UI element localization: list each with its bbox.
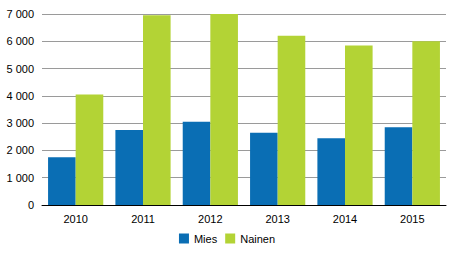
svg-text:1 000: 1 000 xyxy=(6,172,34,184)
svg-text:3 000: 3 000 xyxy=(6,117,34,129)
svg-text:2014: 2014 xyxy=(333,213,357,225)
svg-text:2 000: 2 000 xyxy=(6,144,34,156)
svg-text:2011: 2011 xyxy=(131,213,155,225)
svg-text:2012: 2012 xyxy=(198,213,222,225)
svg-text:5 000: 5 000 xyxy=(6,63,34,75)
svg-text:2015: 2015 xyxy=(400,213,424,225)
svg-text:6 000: 6 000 xyxy=(6,35,34,47)
svg-text:2010: 2010 xyxy=(63,213,87,225)
svg-text:0: 0 xyxy=(28,199,34,211)
svg-text:7 000: 7 000 xyxy=(6,8,34,20)
svg-text:Mies: Mies xyxy=(194,233,218,245)
svg-text:2013: 2013 xyxy=(265,213,289,225)
svg-text:Nainen: Nainen xyxy=(240,233,275,245)
svg-text:4 000: 4 000 xyxy=(6,90,34,102)
